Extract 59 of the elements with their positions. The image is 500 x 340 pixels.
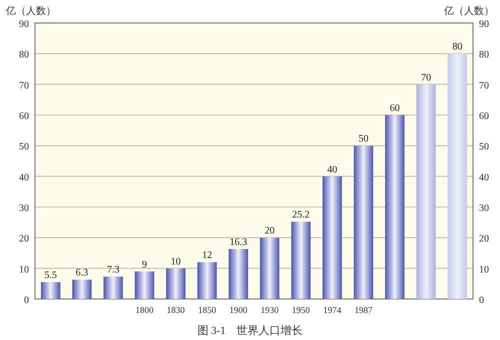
text: 图 3-1 世界人口增长: [197, 324, 303, 337]
y-tick-label: 30: [19, 203, 29, 214]
data-label: 10: [170, 256, 181, 268]
data-label: 7.3: [106, 264, 120, 276]
bar: [134, 271, 154, 299]
x-tick-label: 1987: [354, 305, 373, 315]
bar: [260, 238, 280, 299]
y2-tick-label: 80: [479, 50, 489, 61]
x-tick-label: 1800: [136, 305, 154, 315]
data-label: 40: [327, 164, 338, 176]
bar: [416, 84, 436, 299]
y2-tick-label: 30: [479, 203, 489, 214]
x-tick-label: 1850: [198, 305, 217, 315]
x-tick-label: 1950: [292, 305, 310, 315]
y2-tick-label: 0: [479, 295, 484, 306]
bar: [197, 262, 217, 299]
y-tick-label: 50: [19, 142, 29, 153]
data-label: 70: [421, 72, 432, 84]
y2-tick-label: 50: [479, 142, 489, 153]
bar: [104, 276, 123, 299]
y-tick-label: 10: [19, 264, 29, 276]
y2-tick-label: 70: [479, 80, 489, 92]
y-axis-title: 亿（人数）: [5, 6, 56, 17]
x-tick-label: 1830: [166, 305, 186, 315]
y-tick-label: 0: [24, 295, 29, 306]
y2-axis-title: 亿（人数）: [443, 6, 494, 17]
x-tick-label: 1900: [229, 305, 248, 315]
data-label: 20: [264, 226, 275, 237]
data-label: 6.3: [76, 268, 88, 279]
y2-tick-label: 20: [479, 234, 489, 245]
bar: [291, 222, 311, 299]
bar: [322, 176, 342, 299]
y-tick-label: 80: [19, 50, 29, 61]
y2-tick-label: 40: [479, 172, 489, 184]
data-label: 5.5: [44, 270, 57, 282]
data-label: 16.3: [230, 237, 248, 248]
data-label: 80: [452, 42, 462, 53]
data-label: 9: [142, 259, 147, 270]
data-label: 25.2: [292, 210, 310, 221]
data-label: 60: [390, 103, 400, 114]
y-tick-label: 60: [19, 111, 29, 122]
bar: [166, 268, 186, 299]
bar: [228, 249, 248, 299]
bar: [385, 115, 404, 299]
y-tick-label: 40: [19, 172, 29, 184]
x-tick-label: 1930: [260, 305, 280, 315]
bar: [40, 282, 60, 299]
bar: [72, 280, 92, 299]
y2-tick-label: 10: [479, 264, 489, 276]
data-label: 50: [358, 134, 368, 145]
data-label: 12: [202, 250, 212, 262]
bar: [448, 54, 468, 299]
y2-tick-label: 90: [479, 19, 489, 30]
y-tick-label: 70: [19, 80, 29, 92]
x-tick-label: 1974: [323, 305, 342, 315]
bar: [354, 146, 374, 299]
y2-tick-label: 60: [479, 111, 489, 122]
y-tick-label: 90: [19, 19, 29, 30]
y-tick-label: 20: [19, 234, 29, 245]
